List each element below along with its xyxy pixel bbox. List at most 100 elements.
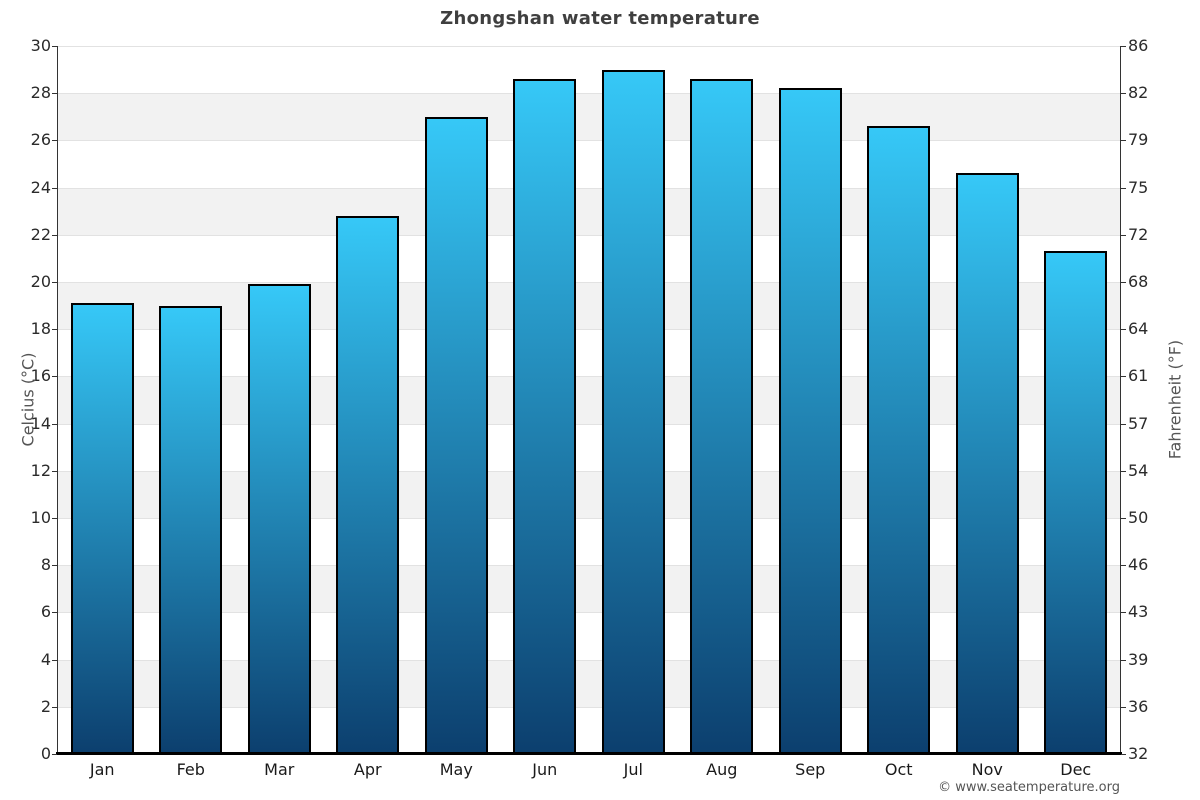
axis-tick-mark	[1121, 376, 1126, 377]
x-label-apr: Apr	[353, 760, 382, 779]
x-axis-baseline	[56, 752, 1122, 755]
plot-band	[58, 612, 1120, 660]
axis-tick-mark	[52, 376, 57, 377]
y-axis-line-right	[1120, 46, 1121, 754]
bar-dec	[1044, 251, 1108, 754]
x-label-jul: Jul	[623, 760, 643, 779]
plot-band	[58, 93, 1120, 141]
celsius-tick-label: 4	[40, 649, 51, 669]
axis-tick-mark	[52, 188, 57, 189]
x-label-jan: Jan	[89, 760, 115, 779]
fahrenheit-tick-label: 61	[1128, 366, 1149, 386]
axis-tick-mark	[1121, 282, 1126, 283]
axis-tick-mark	[1121, 235, 1126, 236]
plot-band	[58, 234, 1120, 282]
celsius-tick-label: 28	[30, 83, 51, 103]
celsius-tick-label: 6	[40, 602, 51, 622]
plot-band	[58, 329, 1120, 377]
axis-tick-mark	[52, 93, 57, 94]
axis-tick-mark	[1121, 660, 1126, 661]
fahrenheit-tick-label: 39	[1128, 649, 1149, 669]
bar-jun	[513, 79, 577, 754]
celsius-tick-label: 12	[30, 460, 51, 480]
axis-tick-mark	[52, 754, 57, 755]
axis-tick-mark	[1121, 188, 1126, 189]
axis-tick-mark	[52, 518, 57, 519]
bar-oct	[867, 126, 931, 754]
bar-sep	[778, 88, 842, 754]
celsius-tick-label: 20	[30, 272, 51, 291]
axis-tick-mark	[52, 612, 57, 613]
celsius-tick-label: 30	[30, 36, 51, 55]
axis-tick-mark	[52, 46, 57, 47]
plot-band	[58, 282, 1120, 330]
axis-tick-mark	[1121, 518, 1126, 519]
plot-band	[58, 46, 1120, 94]
x-label-oct: Oct	[884, 760, 913, 779]
x-label-feb: Feb	[176, 760, 205, 779]
y-axis-line-left	[57, 46, 58, 754]
bar-jan	[70, 303, 134, 754]
y-axis-title-celsius: Celcius (°C)	[18, 352, 38, 447]
fahrenheit-tick-label: 82	[1128, 83, 1149, 103]
celsius-tick-label: 24	[30, 177, 51, 197]
fahrenheit-tick-label: 64	[1128, 319, 1149, 339]
bar-feb	[159, 305, 223, 754]
x-label-aug: Aug	[706, 760, 738, 779]
plot-band	[58, 518, 1120, 566]
axis-tick-mark	[52, 565, 57, 566]
axis-tick-mark	[52, 329, 57, 330]
fahrenheit-tick-label: 54	[1128, 460, 1149, 480]
axis-tick-mark	[1121, 329, 1126, 330]
plot-band	[58, 470, 1120, 518]
plot-band	[58, 140, 1120, 188]
axis-tick-mark	[52, 424, 57, 425]
bar-aug	[690, 79, 754, 754]
celsius-tick-label: 16	[30, 366, 51, 386]
copyright-watermark: © www.seatemperature.org	[938, 780, 1120, 795]
axis-tick-mark	[52, 707, 57, 708]
chart-title: Zhongshan water temperature	[440, 8, 760, 29]
celsius-tick-label: 26	[30, 130, 51, 150]
celsius-tick-label: 22	[30, 224, 51, 244]
plot-area	[58, 46, 1120, 754]
fahrenheit-tick-label: 50	[1128, 508, 1149, 527]
fahrenheit-tick-label: 57	[1128, 413, 1149, 433]
plot-band	[58, 423, 1120, 471]
axis-tick-mark	[52, 471, 57, 472]
bar-may	[424, 116, 488, 754]
bar-nov	[955, 173, 1019, 754]
axis-tick-mark	[1121, 140, 1126, 141]
x-label-mar: Mar	[264, 760, 295, 779]
axis-tick-mark	[52, 140, 57, 141]
axis-tick-mark	[1121, 46, 1126, 47]
celsius-tick-label: 8	[40, 555, 51, 575]
axis-tick-mark	[52, 282, 57, 283]
axis-tick-mark	[1121, 424, 1126, 425]
axis-tick-mark	[1121, 754, 1126, 755]
axis-tick-mark	[52, 235, 57, 236]
bar-jul	[601, 69, 665, 754]
x-label-dec: Dec	[1060, 760, 1092, 779]
axis-tick-mark	[1121, 565, 1126, 566]
axis-tick-mark	[1121, 707, 1126, 708]
axis-tick-mark	[1121, 612, 1126, 613]
fahrenheit-tick-label: 79	[1128, 130, 1149, 150]
celsius-tick-label: 18	[30, 319, 51, 339]
celsius-tick-label: 10	[30, 508, 51, 527]
celsius-tick-label: 0	[40, 744, 51, 763]
celsius-tick-label: 14	[30, 413, 51, 433]
x-label-nov: Nov	[971, 760, 1003, 779]
fahrenheit-tick-label: 86	[1128, 36, 1149, 55]
fahrenheit-tick-label: 32	[1128, 744, 1149, 763]
x-label-may: May	[439, 760, 473, 779]
x-label-sep: Sep	[795, 760, 826, 779]
y-axis-title-fahrenheit: Fahrenheit (°F)	[1165, 339, 1185, 460]
fahrenheit-tick-label: 68	[1128, 272, 1149, 291]
plot-band	[58, 565, 1120, 613]
fahrenheit-tick-label: 72	[1128, 224, 1149, 244]
fahrenheit-tick-label: 75	[1128, 177, 1149, 197]
plot-band	[58, 706, 1120, 754]
x-label-jun: Jun	[532, 760, 558, 779]
fahrenheit-tick-label: 36	[1128, 696, 1149, 716]
